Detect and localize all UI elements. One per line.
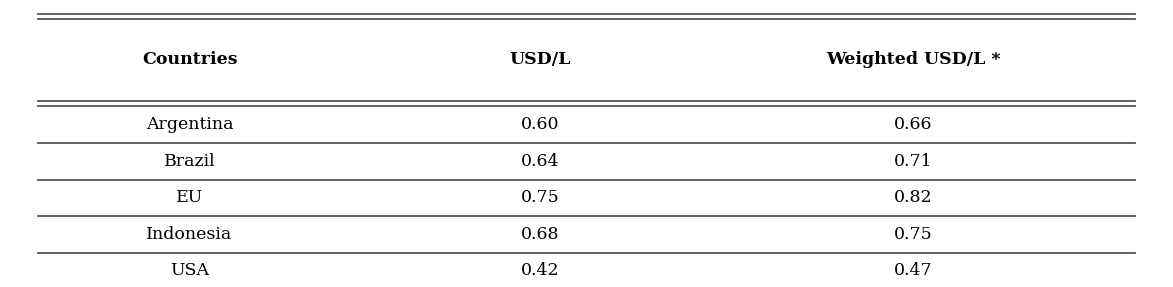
Text: 0.42: 0.42 — [521, 263, 560, 280]
Text: 0.75: 0.75 — [521, 189, 560, 206]
Text: 0.82: 0.82 — [894, 189, 933, 206]
Text: Weighted USD/L *: Weighted USD/L * — [826, 51, 1001, 67]
Text: USA: USA — [170, 263, 209, 280]
Text: EU: EU — [176, 189, 203, 206]
Text: USD/L: USD/L — [509, 51, 570, 67]
Text: Countries: Countries — [142, 51, 237, 67]
Text: Indonesia: Indonesia — [147, 226, 232, 243]
Text: 0.66: 0.66 — [894, 116, 933, 133]
Text: 0.68: 0.68 — [521, 226, 560, 243]
Text: 0.64: 0.64 — [521, 153, 560, 170]
Text: Argentina: Argentina — [145, 116, 233, 133]
Text: Brazil: Brazil — [164, 153, 216, 170]
Text: 0.47: 0.47 — [894, 263, 933, 280]
Text: 0.60: 0.60 — [521, 116, 560, 133]
Text: 0.75: 0.75 — [894, 226, 933, 243]
Text: 0.71: 0.71 — [894, 153, 933, 170]
